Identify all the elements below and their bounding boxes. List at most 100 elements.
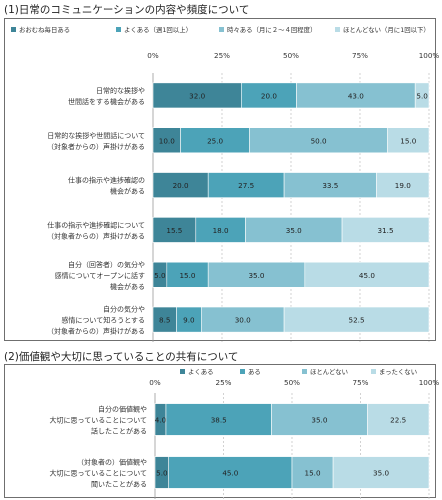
chart1-data-label-4-series-0: 5.0 xyxy=(154,271,166,280)
chart2-xtick-label-4: 100% xyxy=(419,378,440,387)
chart1-category-label-4-line-2: 機会がある xyxy=(110,282,145,291)
chart1-data-label-4-series-3: 45.0 xyxy=(359,271,375,280)
chart1-category-label-0-line-0: 日常的な挨拶や xyxy=(96,86,145,95)
chart2-legend-swatch-2 xyxy=(302,369,307,374)
chart1-data-label-5-series-2: 30.0 xyxy=(235,316,251,325)
chart1-bar-1-series-2 xyxy=(249,127,388,154)
chart1-category-label-3-line-0: 仕事の指示や進捗確認について xyxy=(47,220,145,229)
chart2-title: (2)価値観や大切に思っていることの共有について xyxy=(4,351,239,363)
chart1-data-label-3-series-2: 35.0 xyxy=(286,226,302,235)
chart1-data-label-5-series-0: 8.5 xyxy=(159,316,170,325)
chart1-bar-5-series-2 xyxy=(201,306,285,333)
chart1-data-label-5-series-1: 9.0 xyxy=(183,316,195,325)
chart1-bar-4-series-3 xyxy=(304,261,430,288)
chart1-category-label-4-line-1: 感情についてオープンに話す xyxy=(55,271,145,280)
chart1-data-label-2-series-0: 20.0 xyxy=(173,181,189,190)
chart2-legend-swatch-3 xyxy=(371,369,376,374)
chart1-data-label-2-series-3: 19.0 xyxy=(395,181,411,190)
chart1-bar-2-series-0 xyxy=(152,172,209,198)
chart1-legend-swatch-0 xyxy=(11,27,16,32)
chart1-legend-swatch-1 xyxy=(116,27,121,32)
chart1-legend-label-1: よくある（週1回以上） xyxy=(124,25,192,34)
chart2-category-label-0-line-1: 大切に思っていることについて xyxy=(50,416,147,425)
chart2-data-label-1-series-1: 45.0 xyxy=(222,469,238,478)
chart2-category-label-1-line-2: 聞いたことがある xyxy=(91,480,147,489)
chart1-data-label-1-series-0: 10.0 xyxy=(159,136,175,145)
chart2-bar-0-series-2 xyxy=(271,403,368,436)
chart1-bar-5-series-1 xyxy=(176,306,202,333)
chart2-xtick-label-1: 25% xyxy=(216,378,232,387)
chart2-data-label-1-series-2: 15.0 xyxy=(305,469,321,478)
chart1-category-label-2-line-1: 機会がある xyxy=(110,187,145,196)
chart1-bar-3-series-3 xyxy=(341,217,430,243)
chart2-legend-label-3: まったくない xyxy=(379,368,417,376)
chart1-bar-1-series-3 xyxy=(387,127,430,154)
chart1-legend-label-2: 時々ある（月に２～４回程度） xyxy=(227,25,316,34)
chart1-data-label-2-series-2: 33.5 xyxy=(322,181,338,190)
chart1-bar-4-series-1 xyxy=(166,261,209,288)
chart1-xtick-label-4: 100% xyxy=(419,51,440,60)
chart2-category-label-1-line-1: 大切に思っていることについて xyxy=(50,469,147,478)
chart2-bar-0-series-3 xyxy=(367,403,430,436)
chart2-legend-swatch-1 xyxy=(240,369,245,374)
chart1-category-label-5-line-0: 自分の気分や xyxy=(103,305,145,314)
chart1-data-label-0-series-2: 43.0 xyxy=(348,91,364,100)
chart2-data-label-1-series-3: 35.0 xyxy=(373,469,389,478)
chart1-legend-swatch-2 xyxy=(219,27,224,32)
chart2-category-label-1-line-0: （対象者の）価値観や xyxy=(77,458,147,467)
chart1-category-label-1-line-0: 日常的な挨拶や世間話について xyxy=(47,131,145,140)
chart2-legend-label-0: よくある xyxy=(188,368,214,376)
chart1-data-label-0-series-1: 20.0 xyxy=(261,91,277,100)
chart1-data-label-3-series-3: 31.5 xyxy=(378,226,394,235)
chart2-bar-1-series-2 xyxy=(291,456,334,489)
chart1-bar-0-series-2 xyxy=(296,82,416,109)
chart1-data-label-2-series-1: 27.5 xyxy=(238,181,254,190)
chart1-category-label-4-line-0: 自分（回答者）の気分や xyxy=(68,260,145,269)
chart1-panel: おおむね毎日ある よくある（週1回以上） 時々ある（月に２～４回程度） ほとんどない（… xyxy=(4,18,440,342)
chart1-category-label-2-line-0: 仕事の指示や進捗確認の xyxy=(68,176,145,185)
chart1-data-label-1-series-1: 25.0 xyxy=(207,136,223,145)
chart1-bar-5-series-3 xyxy=(283,306,430,333)
chart1-bar-4-series-2 xyxy=(207,261,306,288)
chart2-legend-swatch-0 xyxy=(180,369,185,374)
chart1-data-label-0-series-3: 5.0 xyxy=(416,91,428,100)
chart1-category-label-1-line-1: （対象者からの）声掛けがある xyxy=(47,142,145,151)
chart1-data-label-3-series-0: 15.5 xyxy=(166,226,182,235)
chart1-bar-2-series-3 xyxy=(376,172,430,198)
chart2-data-label-0-series-3: 22.5 xyxy=(390,416,406,425)
chart1-xtick-label-3: 75% xyxy=(352,51,368,60)
chart1-legend-label-0: おおむね毎日ある xyxy=(19,25,70,34)
chart2-xtick-label-3: 75% xyxy=(353,378,369,387)
chart1-category-label-3-line-1: （対象者からの）声掛けがある xyxy=(47,231,145,240)
chart1-data-label-1-series-2: 50.0 xyxy=(311,136,327,145)
chart2-bar-0-series-1 xyxy=(165,403,272,436)
chart1-data-label-5-series-3: 52.5 xyxy=(349,316,365,325)
chart1-data-label-4-series-1: 15.0 xyxy=(179,271,195,280)
chart1-xtick-label-2: 50% xyxy=(283,51,299,60)
chart2-svg: よくある ある ほとんどない まったくない 0% 25% 50% 75% 100% 自分の価値観や… xyxy=(50,368,440,499)
chart1-data-label-4-series-2: 35.0 xyxy=(248,271,264,280)
chart1-bar-0-series-0 xyxy=(152,82,242,109)
chart2-category-label-0-line-0: 自分の価値観や xyxy=(98,405,147,414)
chart1-bar-1-series-1 xyxy=(180,127,250,154)
chart2-legend-label-2: ほとんどない xyxy=(310,368,348,376)
chart2-data-label-1-series-0: 5.0 xyxy=(156,469,168,478)
chart1-bar-3-series-1 xyxy=(195,217,246,243)
chart1-bar-3-series-0 xyxy=(152,217,197,243)
chart1-legend-label-3: ほとんどない（月に1回以下） xyxy=(343,26,430,34)
chart1-bar-3-series-2 xyxy=(245,217,343,243)
chart1-data-label-3-series-1: 18.0 xyxy=(213,226,229,235)
chart1-legend-swatch-3 xyxy=(335,27,340,32)
chart2-bar-1-series-3 xyxy=(332,456,430,489)
chart1-bar-2-series-2 xyxy=(283,172,377,198)
chart1-title: (1)日常のコミュニケーションの内容や頻度について xyxy=(4,4,250,16)
chart1-xtick-label-0: 0% xyxy=(147,51,159,60)
chart2-data-label-0-series-0: 4.0 xyxy=(155,416,167,425)
chart1-svg: おおむね毎日ある よくある（週1回以上） 時々ある（月に２～４回程度） ほとんどない（… xyxy=(11,25,440,342)
chart2-xtick-label-2: 50% xyxy=(284,378,300,387)
chart1-bar-0-series-3 xyxy=(414,82,430,109)
chart2-legend-label-1: ある xyxy=(248,368,261,376)
chart2-category-label-0-line-2: 話したことがある xyxy=(91,427,147,436)
chart2-xtick-label-0: 0% xyxy=(149,378,161,387)
chart1-category-label-0-line-1: 世間話をする機会がある xyxy=(68,97,145,106)
